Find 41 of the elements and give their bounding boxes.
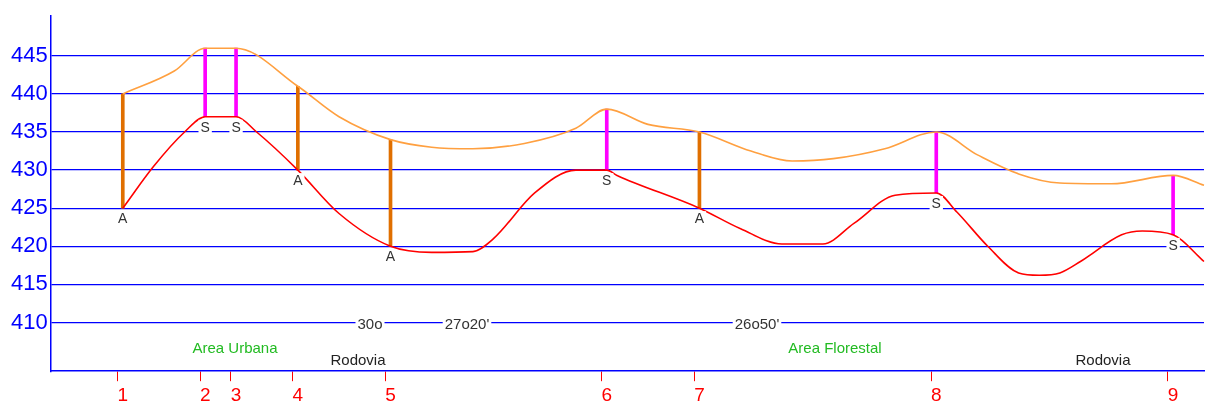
annotation: Rodovia (330, 350, 387, 368)
annotation: S (200, 118, 210, 135)
annotation: Area Urbana (192, 338, 279, 356)
annotation: A (385, 248, 396, 265)
x-tick-label: 3 (230, 383, 242, 405)
x-tick-label: 6 (601, 383, 613, 405)
y-tick-label: 410 (10, 308, 48, 334)
annotation: 30o (357, 314, 383, 332)
x-tick-label: 8 (930, 383, 942, 405)
annotation: S (602, 171, 612, 188)
annotation: S (931, 194, 941, 211)
bar (1171, 175, 1175, 236)
annotation: A (694, 210, 705, 227)
bar (934, 131, 939, 194)
annotation: 26o50' (734, 314, 780, 332)
bar (120, 93, 125, 209)
x-tick-label: 2 (199, 383, 211, 405)
annotation: S (231, 118, 241, 135)
bar (234, 47, 238, 118)
x-tick-label: 7 (694, 383, 705, 405)
y-tick-label: 430 (10, 156, 48, 182)
y-tick-label: 425 (10, 194, 48, 220)
bar (296, 85, 300, 171)
y-tick-label: 445 (10, 41, 48, 67)
y-tick-label: 415 (10, 270, 48, 296)
x-tick-label: 1 (117, 383, 129, 405)
x-tick-label: 4 (292, 383, 304, 405)
annotation: Area Florestal (788, 338, 882, 356)
annotation: A (293, 171, 304, 188)
line-series (121, 47, 1205, 187)
y-tick-label: 440 (10, 79, 48, 105)
annotation: S (1168, 236, 1178, 253)
y-tick-label: 420 (10, 232, 48, 258)
bar (203, 47, 207, 118)
bar (604, 108, 609, 171)
annotation: Rodovia (1075, 350, 1132, 368)
y-tick-label: 435 (10, 118, 48, 144)
x-tick-label: 9 (1167, 383, 1179, 405)
annotation: A (118, 210, 129, 227)
annotation: 27o20' (444, 314, 490, 332)
x-tick-label: 5 (385, 383, 396, 405)
